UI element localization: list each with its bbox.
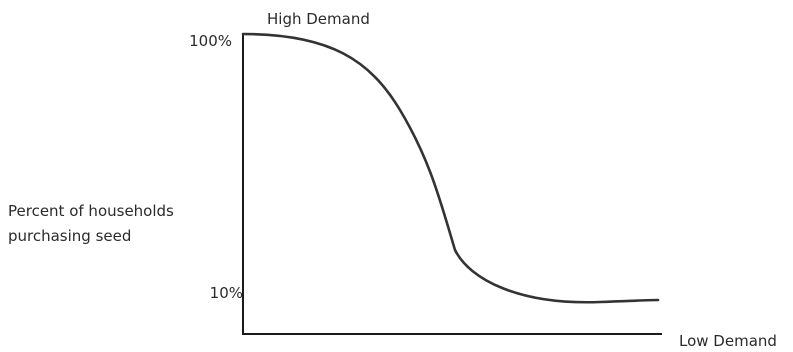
- y-axis-label-line-1: Percent of households: [8, 202, 174, 220]
- y-axis-label-line-2: purchasing seed: [8, 227, 131, 245]
- y-tick-label-100: 100%: [189, 32, 232, 50]
- demand-curve: [241, 32, 660, 304]
- high-demand-label: High Demand: [267, 10, 370, 28]
- low-demand-label: Low Demand: [679, 332, 777, 348]
- y-tick-label-10: 10%: [210, 284, 243, 302]
